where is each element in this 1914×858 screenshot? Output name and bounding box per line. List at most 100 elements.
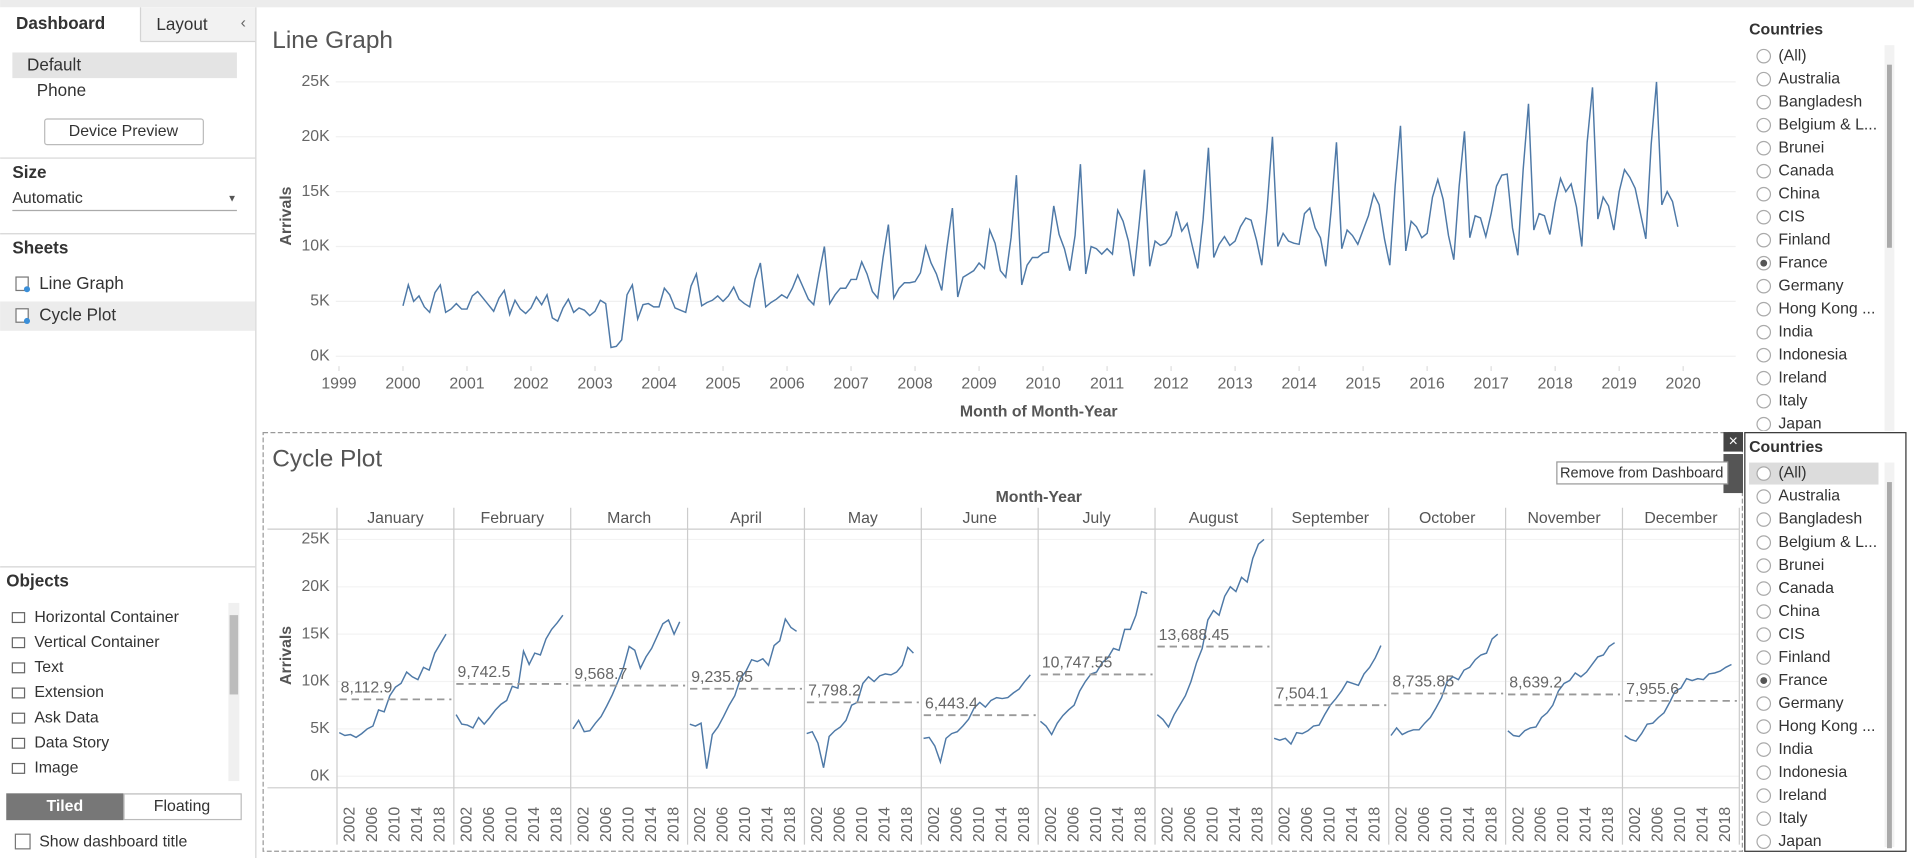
object-name[interactable]: Vertical Container xyxy=(34,634,160,651)
filter-item[interactable]: Indonesia xyxy=(1778,764,1847,781)
filter-item[interactable]: (All) xyxy=(1778,465,1806,482)
dropdown-value[interactable]: Automatic xyxy=(12,190,83,207)
radio[interactable] xyxy=(1756,512,1772,527)
filter-item[interactable]: Brunei xyxy=(1778,139,1824,156)
filter-item[interactable]: France xyxy=(1778,254,1828,271)
radio[interactable] xyxy=(1756,393,1772,409)
radio[interactable] xyxy=(1756,696,1772,711)
radio[interactable] xyxy=(1756,94,1772,110)
filter-item[interactable]: Canada xyxy=(1778,580,1834,597)
object-name[interactable]: Data Story xyxy=(34,734,109,751)
button[interactable] xyxy=(44,118,204,146)
radio[interactable] xyxy=(1756,48,1772,64)
close-button[interactable] xyxy=(1723,432,1743,452)
filter-item[interactable]: Hong Kong ... xyxy=(1778,300,1875,317)
radio[interactable] xyxy=(1756,466,1772,481)
filter-item[interactable]: Germany xyxy=(1778,695,1843,712)
tab-bg[interactable] xyxy=(140,7,256,42)
tab[interactable]: Dashboard xyxy=(16,14,105,33)
radio[interactable] xyxy=(1756,163,1772,179)
filter-item[interactable]: Ireland xyxy=(1778,787,1827,804)
sheet-name[interactable]: Cycle Plot xyxy=(39,306,116,325)
radio[interactable] xyxy=(1756,232,1772,248)
filter-item[interactable]: Finland xyxy=(1778,649,1830,666)
filter-item[interactable]: Finland xyxy=(1778,231,1830,248)
radio[interactable] xyxy=(1756,416,1772,431)
device[interactable]: Phone xyxy=(37,81,86,100)
radio[interactable] xyxy=(1756,209,1772,225)
radio[interactable] xyxy=(1756,117,1772,133)
filter-item[interactable]: Ireland xyxy=(1778,369,1827,386)
filter-item[interactable]: Japan xyxy=(1778,415,1821,432)
filter-item[interactable]: CIS xyxy=(1778,626,1804,643)
filter-item[interactable]: Australia xyxy=(1778,488,1840,505)
filter-item[interactable]: Bangladesh xyxy=(1778,511,1862,528)
radio[interactable] xyxy=(1756,140,1772,156)
object-name[interactable]: Horizontal Container xyxy=(34,609,179,626)
sheet-name[interactable]: Line Graph xyxy=(39,274,124,293)
filter-item[interactable]: Hong Kong ... xyxy=(1778,718,1875,735)
radio[interactable] xyxy=(1756,742,1772,757)
object-name[interactable]: Image xyxy=(34,760,78,777)
radio[interactable] xyxy=(1756,627,1772,642)
radio[interactable] xyxy=(1756,604,1772,619)
radio[interactable] xyxy=(1756,650,1772,665)
filter-item[interactable]: Canada xyxy=(1778,162,1834,179)
radio[interactable] xyxy=(1756,71,1772,87)
radio[interactable] xyxy=(1756,370,1772,386)
filter-item[interactable]: India xyxy=(1778,741,1813,758)
close-icon[interactable]: × xyxy=(1729,433,1738,450)
filter-item[interactable]: Australia xyxy=(1778,70,1840,87)
filter-item[interactable]: Belgium & L... xyxy=(1778,534,1877,551)
radio[interactable] xyxy=(1756,788,1772,803)
toggle-label[interactable]: Tiled xyxy=(46,798,83,815)
device[interactable]: Default xyxy=(27,55,81,74)
radio[interactable] xyxy=(1756,278,1772,294)
filter-item[interactable]: Brunei xyxy=(1778,557,1824,574)
scroll-thumb[interactable] xyxy=(1887,64,1892,248)
button-label[interactable]: Device Preview xyxy=(69,123,179,140)
radio[interactable] xyxy=(1756,347,1772,363)
radio[interactable] xyxy=(1756,324,1772,340)
filter-item[interactable]: CIS xyxy=(1778,208,1804,225)
scroll-thumb[interactable] xyxy=(1887,482,1892,849)
radio[interactable] xyxy=(1756,719,1772,734)
radio[interactable] xyxy=(1756,186,1772,202)
filter-item[interactable]: France xyxy=(1778,672,1828,689)
filter-item[interactable]: Bangladesh xyxy=(1778,93,1862,110)
checkbox-label[interactable]: Show dashboard title xyxy=(39,833,187,850)
radio[interactable] xyxy=(1756,581,1772,596)
checkbox[interactable] xyxy=(14,833,31,850)
radio[interactable] xyxy=(1756,489,1772,504)
tab[interactable]: Layout xyxy=(156,15,208,34)
filter-item[interactable]: India xyxy=(1778,323,1813,340)
radio[interactable] xyxy=(1756,811,1772,826)
radio[interactable] xyxy=(1756,535,1772,550)
radio[interactable] xyxy=(1756,558,1772,573)
filter-item[interactable]: China xyxy=(1778,603,1820,620)
radio[interactable] xyxy=(1756,301,1772,317)
radio-dot[interactable] xyxy=(1760,677,1768,685)
filter-item[interactable]: Italy xyxy=(1778,810,1807,827)
dropdown-arrow[interactable]: ▼ xyxy=(227,194,237,205)
radio[interactable] xyxy=(1756,834,1772,849)
toggle-off[interactable] xyxy=(123,793,242,821)
scroll-thumb[interactable] xyxy=(229,615,239,695)
object-name[interactable]: Text xyxy=(34,659,64,676)
filter-item[interactable]: Germany xyxy=(1778,277,1843,294)
radio-dot[interactable] xyxy=(1760,259,1768,267)
radio[interactable] xyxy=(1756,765,1772,780)
collapse-icon[interactable]: ‹ xyxy=(241,14,246,31)
filter-item[interactable]: China xyxy=(1778,185,1820,202)
object-name[interactable]: Extension xyxy=(34,684,104,701)
filter-item[interactable]: Indonesia xyxy=(1778,346,1847,363)
toggle-label[interactable]: Floating xyxy=(154,798,210,815)
selected-filter[interactable] xyxy=(1744,432,1907,852)
selected-container[interactable] xyxy=(262,432,1743,852)
toggle-on[interactable] xyxy=(6,793,124,821)
filter-item[interactable]: Italy xyxy=(1778,392,1807,409)
filter-item[interactable]: Japan xyxy=(1778,833,1821,850)
filter-item[interactable]: (All) xyxy=(1778,47,1806,64)
object-name[interactable]: Ask Data xyxy=(34,709,99,726)
filter-item[interactable]: Belgium & L... xyxy=(1778,116,1877,133)
